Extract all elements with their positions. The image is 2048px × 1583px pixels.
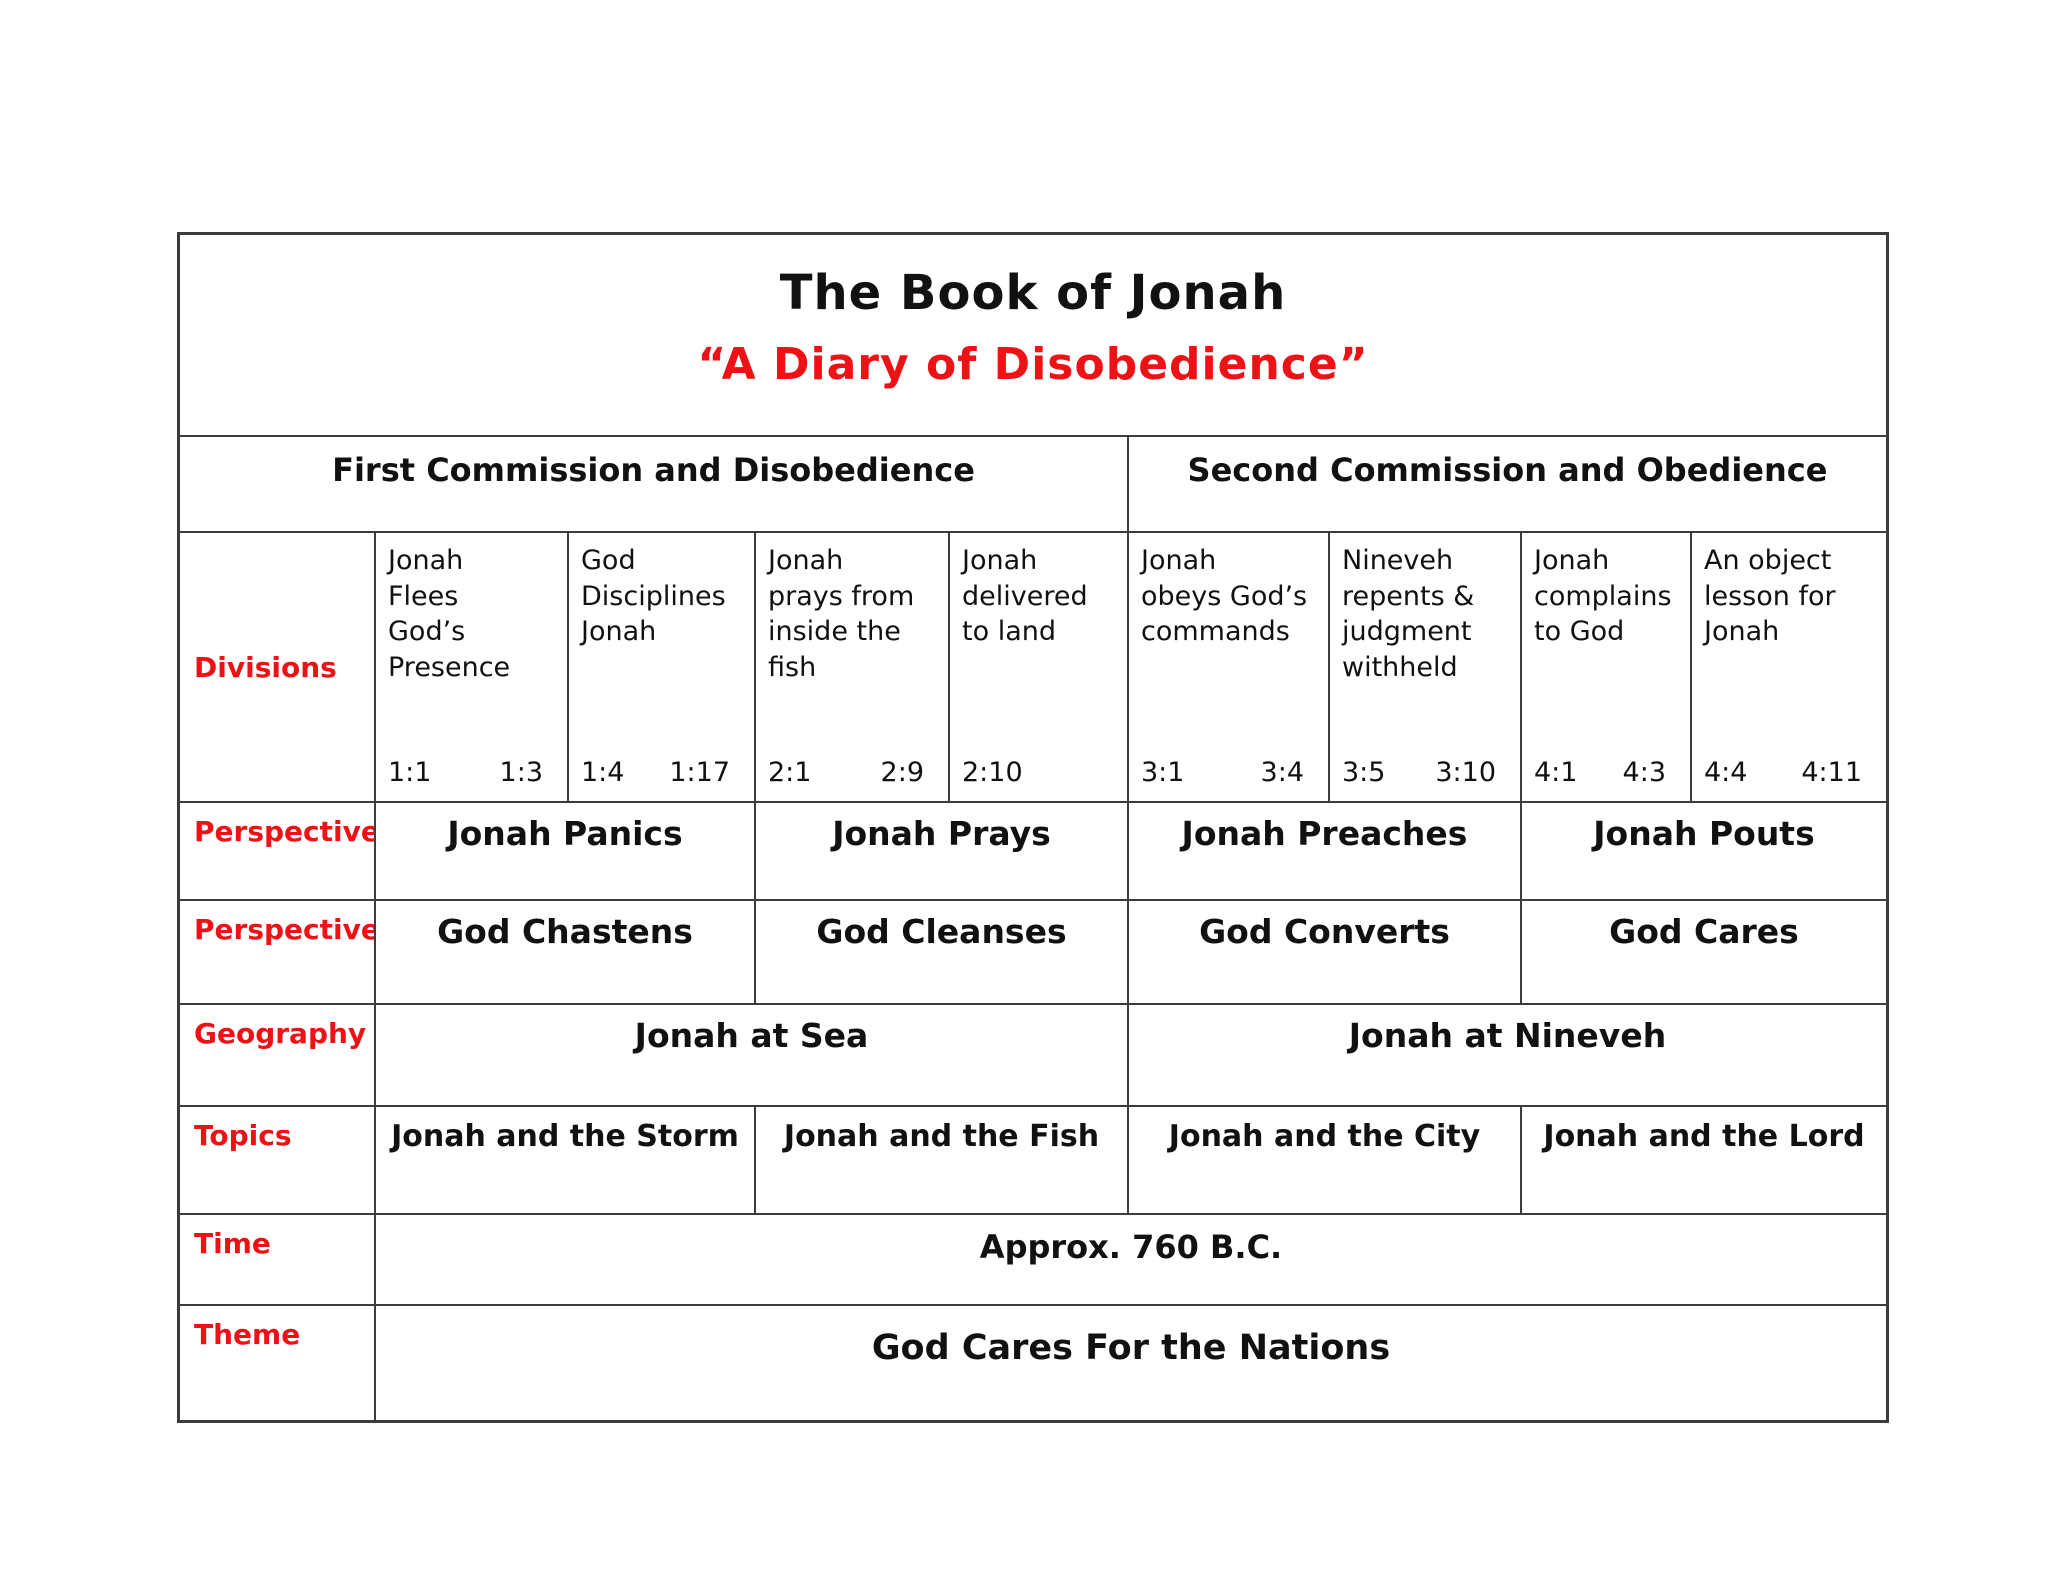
perspective-god-cell-2: God Cleanses bbox=[756, 901, 1129, 1005]
ref-end: 4:11 bbox=[1801, 757, 1862, 789]
division-cell-2: God Disciplines Jonah 1:4 1:17 bbox=[569, 533, 756, 803]
ref-start: 3:1 bbox=[1141, 757, 1185, 789]
division-refs: 2:1 2:9 bbox=[768, 755, 938, 791]
ref-end: 3:10 bbox=[1435, 757, 1496, 789]
division-cell-3: Jonah prays from inside the fish 2:1 2:9 bbox=[756, 533, 950, 803]
ref-end: 1:3 bbox=[499, 757, 543, 789]
row-label-time: Time bbox=[180, 1215, 376, 1306]
division-text: God Disciplines Jonah bbox=[581, 545, 726, 648]
row-label-geography: Geography bbox=[180, 1005, 376, 1107]
row-label-divisions: Divisions bbox=[180, 533, 376, 803]
title-block: The Book of Jonah “A Diary of Disobedien… bbox=[180, 235, 1886, 437]
topics-cell-3: Jonah and the City bbox=[1129, 1107, 1522, 1215]
geography-cell-2: Jonah at Nineveh bbox=[1129, 1005, 1886, 1107]
perspective-god-cell-3: God Converts bbox=[1129, 901, 1522, 1005]
division-refs: 3:1 3:4 bbox=[1141, 755, 1318, 791]
division-cell-4: Jonah delivered to land 2:10 bbox=[950, 533, 1129, 803]
header-first-commission: First Commission and Disobedience bbox=[180, 437, 1129, 533]
division-text: Jonah delivered to land bbox=[962, 545, 1088, 648]
ref-end: 2:9 bbox=[880, 757, 924, 789]
division-cell-8: An object lesson for Jonah 4:4 4:11 bbox=[1692, 533, 1886, 803]
perspective-jonah-cell-4: Jonah Pouts bbox=[1522, 803, 1886, 901]
geography-cell-1: Jonah at Sea bbox=[376, 1005, 1129, 1107]
division-text: An object lesson for Jonah bbox=[1704, 545, 1836, 648]
row-label-topics: Topics bbox=[180, 1107, 376, 1215]
topics-cell-4: Jonah and the Lord bbox=[1522, 1107, 1886, 1215]
division-cell-7: Jonah complains to God 4:1 4:3 bbox=[1522, 533, 1692, 803]
ref-start: 2:1 bbox=[768, 757, 812, 789]
perspective-jonah-cell-1: Jonah Panics bbox=[376, 803, 756, 901]
division-cell-6: Nineveh repents & judgment withheld 3:5 … bbox=[1330, 533, 1522, 803]
ref-start: 4:4 bbox=[1704, 757, 1748, 789]
ref-end: 4:3 bbox=[1622, 757, 1666, 789]
ref-end: 1:17 bbox=[669, 757, 730, 789]
time-value: Approx. 760 B.C. bbox=[376, 1215, 1886, 1306]
division-text: Jonah obeys God’s commands bbox=[1141, 545, 1308, 648]
ref-start: 4:1 bbox=[1534, 757, 1578, 789]
perspective-god-cell-1: God Chastens bbox=[376, 901, 756, 1005]
row-label-theme: Theme bbox=[180, 1306, 376, 1420]
perspective-jonah-cell-2: Jonah Prays bbox=[756, 803, 1129, 901]
division-refs: 1:4 1:17 bbox=[581, 755, 744, 791]
division-text: Jonah prays from inside the fish bbox=[768, 545, 915, 683]
division-text: Jonah complains to God bbox=[1534, 545, 1672, 648]
perspective-god-cell-4: God Cares bbox=[1522, 901, 1886, 1005]
division-refs: 1:1 1:3 bbox=[388, 755, 557, 791]
division-text: Jonah Flees God’s Presence bbox=[388, 545, 511, 683]
division-text: Nineveh repents & judgment withheld bbox=[1342, 545, 1475, 683]
page-subtitle: “A Diary of Disobedience” bbox=[697, 339, 1369, 390]
ref-start: 1:4 bbox=[581, 757, 625, 789]
theme-value: God Cares For the Nations bbox=[871, 1328, 1391, 1368]
ref-start: 2:10 bbox=[962, 757, 1023, 789]
division-refs: 2:10 bbox=[962, 755, 1117, 791]
jonah-chart-table: The Book of Jonah “A Diary of Disobedien… bbox=[177, 232, 1889, 1423]
ref-end: 3:4 bbox=[1260, 757, 1304, 789]
row-label-perspective-jonah: Perspective bbox=[180, 803, 376, 901]
division-cell-1: Jonah Flees God’s Presence 1:1 1:3 bbox=[376, 533, 569, 803]
row-label-perspective-god: Perspective bbox=[180, 901, 376, 1005]
perspective-jonah-cell-3: Jonah Preaches bbox=[1129, 803, 1522, 901]
ref-start: 1:1 bbox=[388, 757, 432, 789]
page-title: The Book of Jonah bbox=[779, 265, 1287, 321]
ref-start: 3:5 bbox=[1342, 757, 1386, 789]
division-refs: 3:5 3:10 bbox=[1342, 755, 1510, 791]
topics-cell-2: Jonah and the Fish bbox=[756, 1107, 1129, 1215]
header-second-commission: Second Commission and Obedience bbox=[1129, 437, 1886, 533]
division-refs: 4:1 4:3 bbox=[1534, 755, 1680, 791]
division-refs: 4:4 4:11 bbox=[1704, 755, 1876, 791]
topics-cell-1: Jonah and the Storm bbox=[376, 1107, 756, 1215]
division-cell-5: Jonah obeys God’s commands 3:1 3:4 bbox=[1129, 533, 1330, 803]
